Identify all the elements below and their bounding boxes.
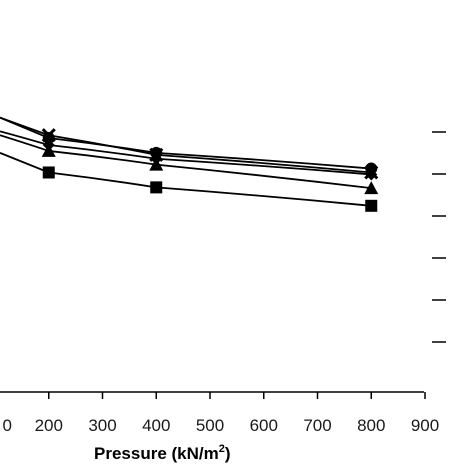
series-markers (41, 128, 379, 212)
x-tick-label: 800 (357, 416, 385, 435)
marker-triangle (41, 143, 56, 157)
series-line-triangle (0, 134, 372, 190)
x-tick-label: 200 (35, 416, 63, 435)
series-line-x (0, 116, 372, 174)
series-line-diamond (0, 130, 372, 176)
series-line-circle (0, 116, 372, 170)
marker-x (41, 128, 56, 143)
marker-diamond (365, 168, 378, 181)
marker-circle (42, 131, 55, 144)
x-tick-label: 600 (250, 416, 278, 435)
series-lines (0, 116, 372, 207)
marker-square (42, 166, 55, 179)
marker-square (365, 199, 378, 212)
x-axis-title: Pressure (kN/m2) (94, 443, 231, 463)
x-ticks (48, 392, 426, 399)
x-tick-label: 700 (303, 416, 331, 435)
series-line-square (0, 152, 372, 207)
marker-square (150, 181, 163, 194)
x-tick-label: 300 (88, 416, 116, 435)
x-tick-label: 400 (142, 416, 170, 435)
x-tick-label: 0 (3, 416, 12, 435)
right-axis-ticks (432, 131, 446, 343)
x-tick-label: 500 (196, 416, 224, 435)
marker-triangle (149, 157, 164, 171)
marker-triangle (364, 181, 379, 195)
x-tick-label: 900 (411, 416, 439, 435)
x-tick-labels: 0 200 300 400 500 600 700 800 900 (3, 416, 440, 435)
